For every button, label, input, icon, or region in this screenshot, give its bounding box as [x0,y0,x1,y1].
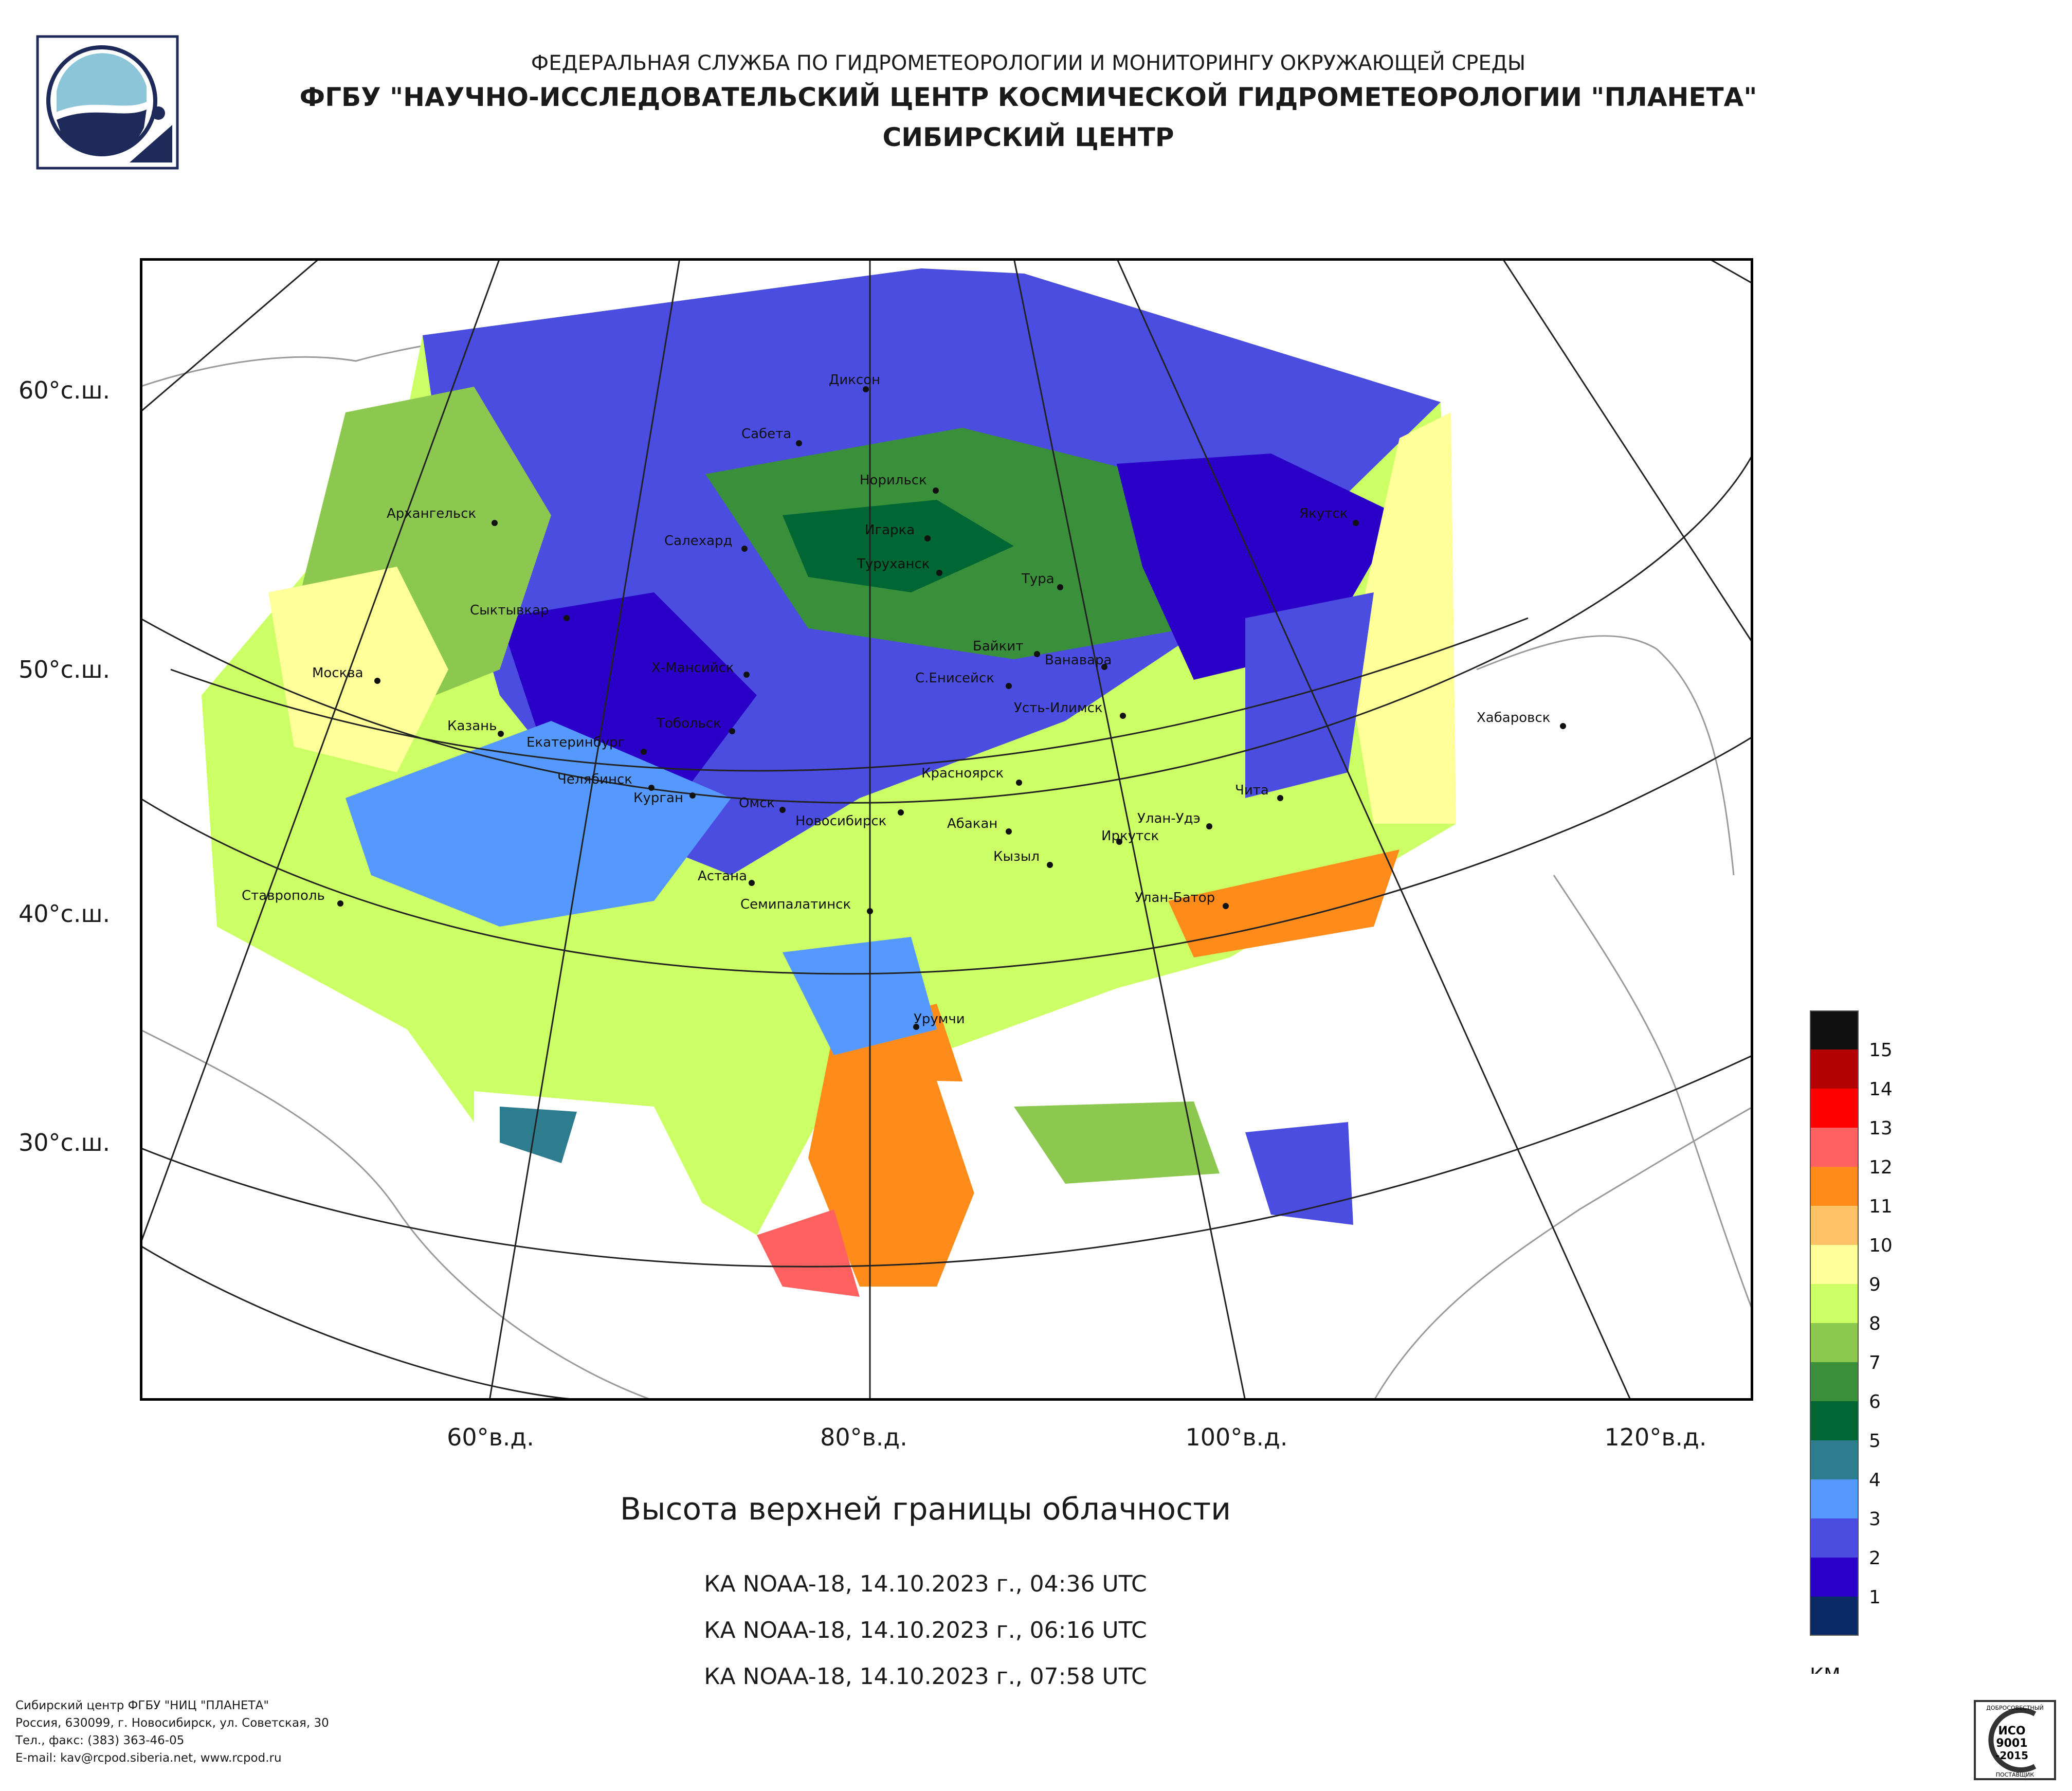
city-ulan-ude: Улан-Удэ [1137,811,1201,826]
iso-badge-2015: -2015 [1995,1749,2028,1762]
legend-swatch [1810,1128,1859,1167]
city-ust-ilimsk: Усть-Илимск [1014,700,1103,716]
legend-swatch [1810,1323,1859,1362]
city-dikson: Диксон [829,372,880,388]
city-sabeta: Сабета [741,426,791,442]
legend-level-label: 12 [1869,1157,1893,1178]
legend-swatch [1810,1362,1859,1401]
pass-1: КА NOAA-18, 14.10.2023 г., 04:36 UTC [704,1571,1147,1597]
legend-level-label: 14 [1869,1079,1893,1100]
lat-label-30: 30°с.ш. [19,1129,111,1156]
lat-label-50: 50°с.ш. [19,656,111,683]
city-astana: Астана [698,869,747,884]
lon-label-60: 60°в.д. [447,1423,534,1451]
legend-swatch [1810,1597,1859,1636]
city-tura: Тура [1021,571,1055,587]
legend-swatch [1810,1245,1859,1284]
legend-level-label: 2 [1869,1548,1881,1569]
footer-org: Сибирский центр ФГБУ "НИЦ "ПЛАНЕТА" [15,1699,269,1712]
cloud-top-height-map: Диксон Сабета Норильск Архангельск Салех… [140,258,1753,1401]
pass-3: КА NOAA-18, 14.10.2023 г., 07:58 UTC [704,1663,1147,1690]
city-omsk: Омск [739,795,775,811]
footer-address: Россия, 630099, г. Новосибирск, ул. Сове… [15,1716,329,1730]
lon-label-80: 80°в.д. [820,1423,907,1451]
city-ulan-bator: Улан-Батор [1135,890,1215,906]
lon-label-120: 120°в.д. [1604,1423,1707,1451]
city-urumqi: Урумчи [914,1011,965,1027]
map-title: Высота верхней границы облачности [620,1491,1231,1527]
city-moscow: Москва [312,665,363,681]
city-syktyvkar: Сыктывкар [470,603,549,618]
legend-swatch [1810,1401,1859,1440]
city-salekhard: Салехард [664,533,733,549]
legend-level-label: 6 [1869,1391,1881,1413]
iso-certification-badge: ДОБРОСОВЕСТНЫЙ ИСО 9001 -2015 ПОСТАВЩИК [1974,1700,2056,1780]
city-abakan: Абакан [947,816,997,831]
lat-label-60: 60°с.ш. [19,376,111,404]
city-khabarovsk: Хабаровск [1477,710,1550,726]
footer-contact: Сибирский центр ФГБУ "НИЦ "ПЛАНЕТА" Росс… [15,1697,329,1767]
city-chita: Чита [1235,783,1269,798]
planeta-logo [36,35,179,170]
legend-level-label: 8 [1869,1313,1881,1334]
legend-level-label: 11 [1869,1196,1893,1217]
legend-swatch [1810,1010,1859,1050]
city-s-eniseysk: С.Енисейск [915,671,994,686]
city-novosibirsk: Новосибирск [795,813,886,829]
legend-swatch [1810,1089,1859,1128]
legend-level-label: 13 [1869,1118,1893,1139]
lat-label-40: 40°с.ш. [19,900,111,928]
legend-swatch [1810,1558,1859,1597]
legend-level-label: 9 [1869,1274,1881,1295]
city-kazan: Казань [447,718,497,734]
city-norilsk: Норильск [860,473,927,488]
legend-level-label: 10 [1869,1235,1893,1256]
iso-badge-9001: 9001 [1996,1737,2027,1750]
legend-swatch [1810,1206,1859,1245]
legend-level-label: 1 [1869,1587,1881,1608]
city-semipalatinsk: Семипалатинск [740,897,851,912]
city-kurgan: Курган [633,790,683,806]
iso-badge-bottom: ПОСТАВЩИК [1996,1771,2034,1778]
legend-swatch [1810,1479,1859,1518]
city-igarka: Игарка [865,522,915,538]
footer-phone: Тел., факс: (383) 363-46-05 [15,1734,185,1747]
city-stavropol: Ставрополь [242,888,325,903]
city-tobolsk: Тобольск [656,716,721,731]
city-chelyabinsk: Челябинск [557,772,632,787]
city-khmansiysk: Х-Мансийск [651,660,734,676]
legend-swatch [1810,1050,1859,1089]
agency-title: ФЕДЕРАЛЬНАЯ СЛУЖБА ПО ГИДРОМЕТЕОРОЛОГИИ … [531,51,1526,75]
legend-level-label: 3 [1869,1509,1881,1530]
iso-badge-top: ДОБРОСОВЕСТНЫЙ [1986,1705,2044,1711]
institute-title: ФГБУ "НАУЧНО-ИССЛЕДОВАТЕЛЬСКИЙ ЦЕНТР КОС… [299,82,1757,112]
lon-label-100: 100°в.д. [1185,1423,1288,1451]
city-krasnoyarsk: Красноярск [921,766,1004,781]
legend-unit: КМ [1810,1664,1841,1674]
city-vanavara: Ванавара [1045,653,1112,668]
legend-swatch [1810,1518,1859,1558]
legend-swatch [1810,1440,1859,1479]
legend-level-label: 7 [1869,1352,1881,1373]
cloud-height-legend: 15 14 13 12 11 10 9 8 7 6 5 4 3 2 1 КМ [1810,1010,1893,1674]
footer-email: E-mail: kav@rcpod.siberia.net, www.rcpod… [15,1751,282,1765]
legend-level-label: 15 [1869,1040,1893,1061]
city-irkutsk: Иркутск [1101,828,1159,844]
pass-2: КА NOAA-18, 14.10.2023 г., 06:16 UTC [704,1617,1147,1643]
city-arkhangelsk: Архангельск [387,506,476,521]
iso-badge-iso: ИСО [1998,1725,2025,1738]
city-turukhansk: Туруханск [857,556,930,572]
legend-swatch [1810,1284,1859,1323]
city-yakutsk: Якутск [1299,506,1348,521]
legend-swatch [1810,1167,1859,1206]
city-baykit: Байкит [973,639,1023,654]
center-title: СИБИРСКИЙ ЦЕНТР [882,122,1174,152]
legend-level-label: 4 [1869,1470,1881,1491]
city-yekaterinburg: Екатеринбург [526,735,625,750]
city-kyzyl: Кызыл [993,849,1040,864]
legend-level-label: 5 [1869,1431,1881,1452]
